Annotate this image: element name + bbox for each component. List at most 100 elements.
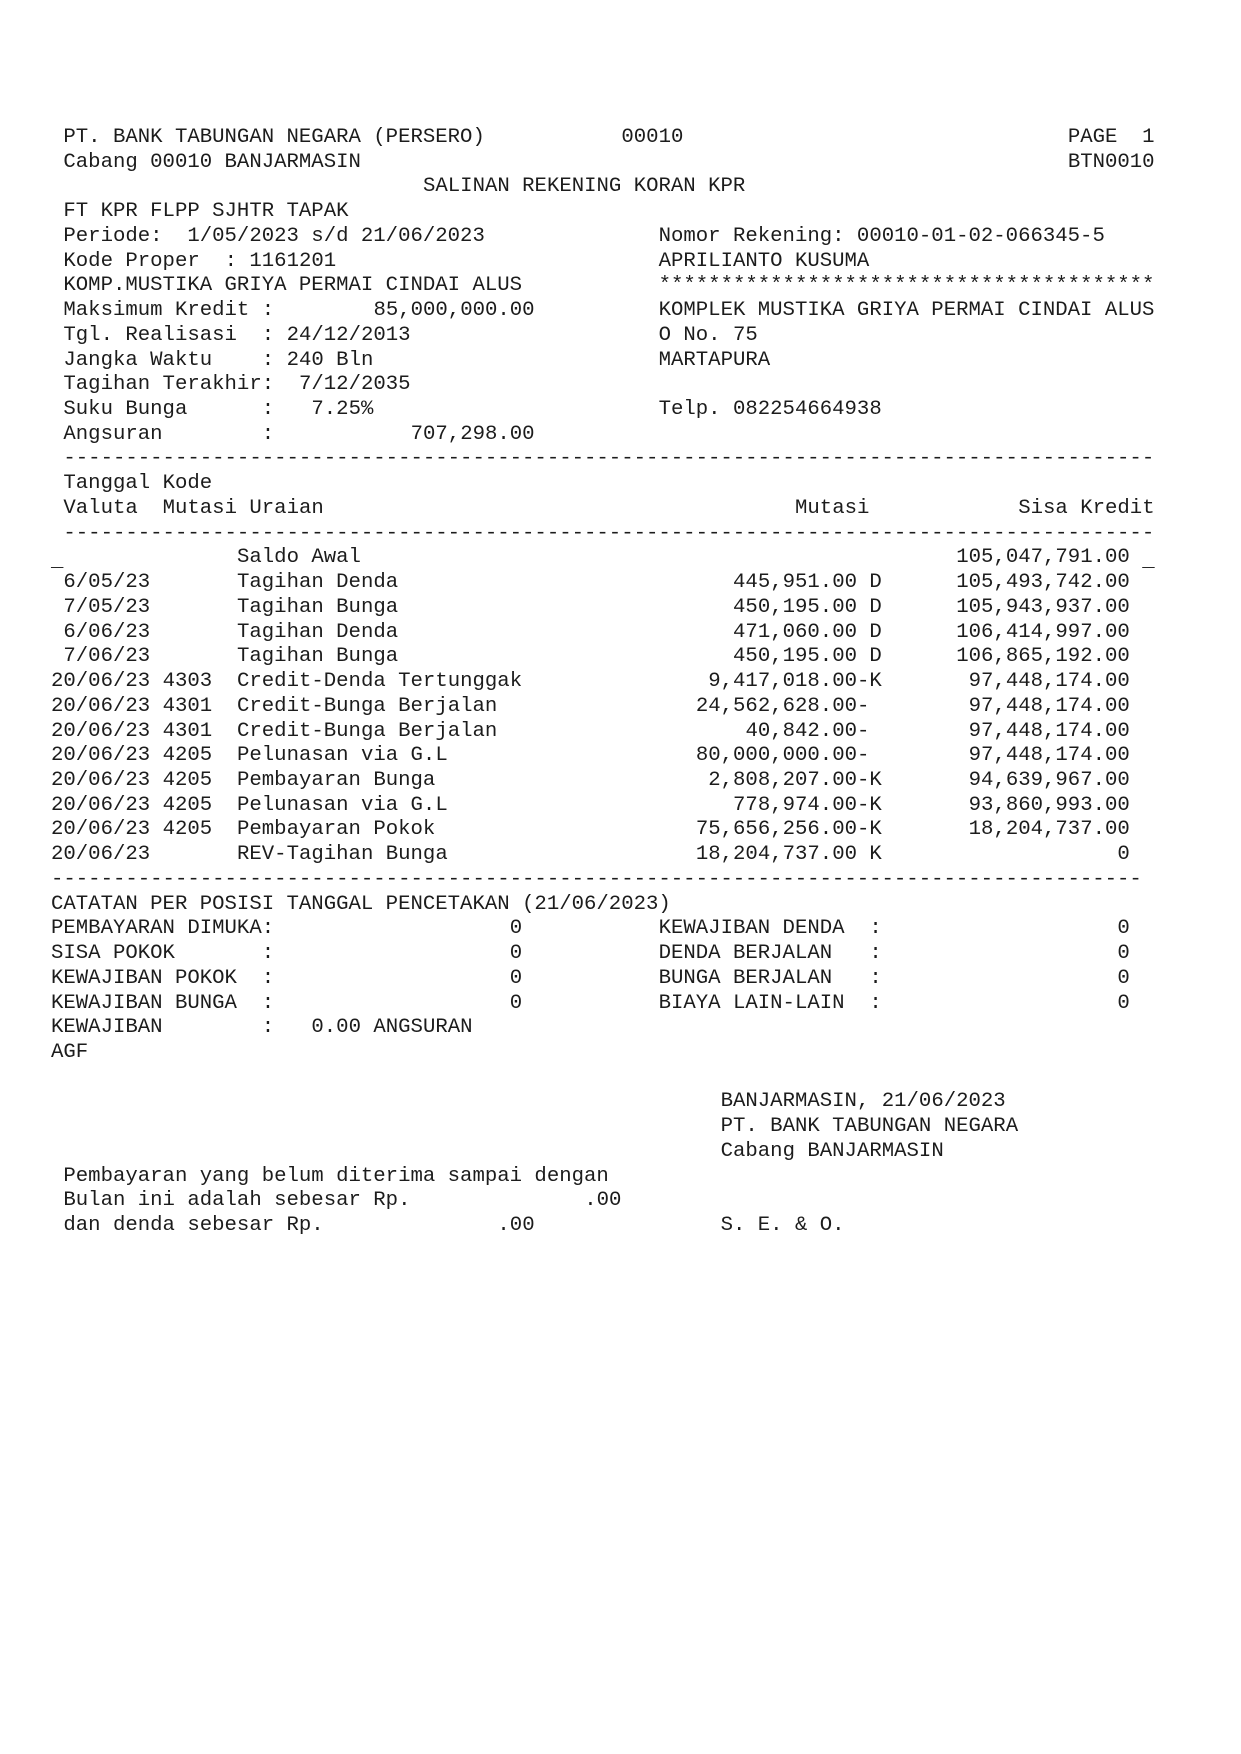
row-flag: -K xyxy=(857,768,882,792)
star-separator: **************************************** xyxy=(658,274,1155,298)
note-value: 0 xyxy=(509,991,523,1015)
row-description: Tagihan Denda xyxy=(237,571,399,595)
row-date: 20/06/23 xyxy=(51,694,151,718)
row-amount: 24,562,628.00 xyxy=(695,694,857,718)
colon: : xyxy=(869,991,882,1015)
row-flag: K xyxy=(857,843,882,867)
row-flag: D xyxy=(857,620,882,644)
row-amount: 40,842.00 xyxy=(745,719,857,743)
divider: ----------------------------------------… xyxy=(63,521,1155,545)
row-date: 7/05/23 xyxy=(51,595,151,619)
note-value: 0 xyxy=(509,917,523,941)
maks-kredit-label: Maksimum Kredit xyxy=(63,299,250,323)
address-line-1: KOMPLEK MUSTIKA GRIYA PERMAI CINDAI ALUS xyxy=(658,299,1155,323)
row-flag: D xyxy=(857,571,882,595)
note-value: 0 xyxy=(509,966,523,990)
row-balance: 94,639,967.00 xyxy=(968,768,1130,792)
address-city: MARTAPURA xyxy=(658,348,771,372)
row-code: 4205 xyxy=(162,744,213,768)
note-label: DENDA BERJALAN xyxy=(658,942,833,966)
row-balance: 97,448,174.00 xyxy=(968,719,1130,743)
row-amount: 75,656,256.00 xyxy=(695,818,857,842)
tagihan-terakhir-value: 7/12/2035 xyxy=(299,373,411,397)
row-flag: - xyxy=(857,719,870,743)
branch-name: Cabang 00010 BANJARMASIN xyxy=(63,150,361,174)
signature-bank: PT. BANK TABUNGAN NEGARA xyxy=(720,1115,1019,1139)
row-description: Credit-Denda Tertunggak xyxy=(237,670,523,694)
operator-code: AGF xyxy=(51,1041,89,1064)
note-label: SISA POKOK xyxy=(51,942,175,966)
footer-line-3-value: .00 xyxy=(497,1214,535,1238)
customer-name: APRILIANTO KUSUMA xyxy=(658,249,870,273)
note-label: PEMBAYARAN DIMUKA: xyxy=(51,917,275,941)
tgl-realisasi-value: 24/12/2013 xyxy=(286,323,411,347)
row-description: Tagihan Denda xyxy=(237,620,399,644)
colon: : xyxy=(261,348,275,372)
address-line-2: O No. 75 xyxy=(658,323,758,347)
note-value: 0 xyxy=(1117,917,1130,941)
branch-code: 00010 xyxy=(621,126,684,149)
row-balance: 106,865,192.00 xyxy=(956,645,1130,669)
row-amount: 471,060.00 xyxy=(733,620,857,644)
note-label: BUNGA BERJALAN xyxy=(658,966,833,990)
cursor-mark: _ xyxy=(51,550,64,574)
col-header-uraian: Uraian xyxy=(249,496,324,520)
row-flag: -K xyxy=(857,670,882,694)
report-id: BTN0010 xyxy=(1067,150,1155,174)
footer-line-2: Bulan ini adalah sebesar Rp. xyxy=(63,1189,411,1213)
row-description: Tagihan Bunga xyxy=(237,645,399,669)
maks-kredit-value: 85,000,000.00 xyxy=(373,299,535,323)
col-header-sisa-kredit: Sisa Kredit xyxy=(1018,496,1155,520)
seo-note: S. E. & O. xyxy=(720,1214,845,1238)
account-number: Nomor Rekening: 00010-01-02-066345-5 xyxy=(658,224,1105,248)
bank-name: PT. BANK TABUNGAN NEGARA (PERSERO) xyxy=(63,126,485,149)
row-balance: 97,448,174.00 xyxy=(968,670,1130,694)
row-date: 20/06/23 xyxy=(51,768,151,792)
row-description: Tagihan Bunga xyxy=(237,595,399,619)
phone: Telp. 082254664938 xyxy=(658,398,882,422)
periode: Periode: 1/05/2023 s/d 21/06/2023 xyxy=(63,224,485,248)
row-amount: 450,195.00 xyxy=(733,595,857,619)
row-description: Pembayaran Pokok xyxy=(237,818,436,842)
row-description: Credit-Bunga Berjalan xyxy=(237,719,498,743)
tgl-realisasi-label: Tgl. Realisasi xyxy=(63,323,237,347)
place-date: BANJARMASIN, 21/06/2023 xyxy=(720,1090,1006,1114)
row-date: 20/06/23 xyxy=(51,843,151,867)
colon: : xyxy=(261,991,275,1015)
row-flag: - xyxy=(857,694,870,718)
note-label: BIAYA LAIN-LAIN xyxy=(658,991,845,1015)
row-code: 4205 xyxy=(162,818,213,842)
note-value: 0 xyxy=(509,942,523,966)
footer-line-2-value: .00 xyxy=(584,1189,622,1213)
row-code: 4301 xyxy=(162,694,213,718)
note-label: KEWAJIBAN POKOK xyxy=(51,966,237,990)
kode-proper-value: 1161201 xyxy=(249,249,337,273)
angsuran-value: 707,298.00 xyxy=(410,422,535,446)
divider: ----------------------------------------… xyxy=(63,447,1155,471)
signature-branch: Cabang BANJARMASIN xyxy=(720,1139,944,1163)
note-value: 0 xyxy=(1117,966,1130,990)
row-flag: -K xyxy=(857,793,882,817)
jangka-label: Jangka Waktu xyxy=(63,348,213,372)
colon: : xyxy=(869,942,882,966)
notes-title: CATATAN PER POSISI TANGGAL PENCETAKAN (2… xyxy=(51,892,671,916)
product-name: FT KPR FLPP SJHTR TAPAK xyxy=(63,200,349,224)
row-description: Pembayaran Bunga xyxy=(237,768,436,792)
footer-line-3: dan denda sebesar Rp. xyxy=(63,1214,324,1238)
col-header-tanggal: Tanggal xyxy=(63,472,151,496)
row-balance: 18,204,737.00 xyxy=(968,818,1130,842)
row-description: REV-Tagihan Bunga xyxy=(237,843,448,867)
colon: : xyxy=(261,422,275,446)
row-code: 4301 xyxy=(162,719,213,743)
tagihan-terakhir-label: Tagihan Terakhir xyxy=(63,373,262,397)
row-balance: 105,493,742.00 xyxy=(956,571,1130,595)
row-date: 20/06/23 xyxy=(51,670,151,694)
colon: : xyxy=(261,1016,275,1040)
cursor-mark: _ xyxy=(1142,550,1155,574)
row-amount: 9,417,018.00 xyxy=(708,670,857,694)
opening-label: Saldo Awal xyxy=(237,546,361,570)
colon: : xyxy=(261,966,275,990)
colon: : xyxy=(261,299,275,323)
footer-line-1: Pembayaran yang belum diterima sampai de… xyxy=(63,1164,609,1188)
document-title: SALINAN REKENING KORAN KPR xyxy=(423,175,746,199)
